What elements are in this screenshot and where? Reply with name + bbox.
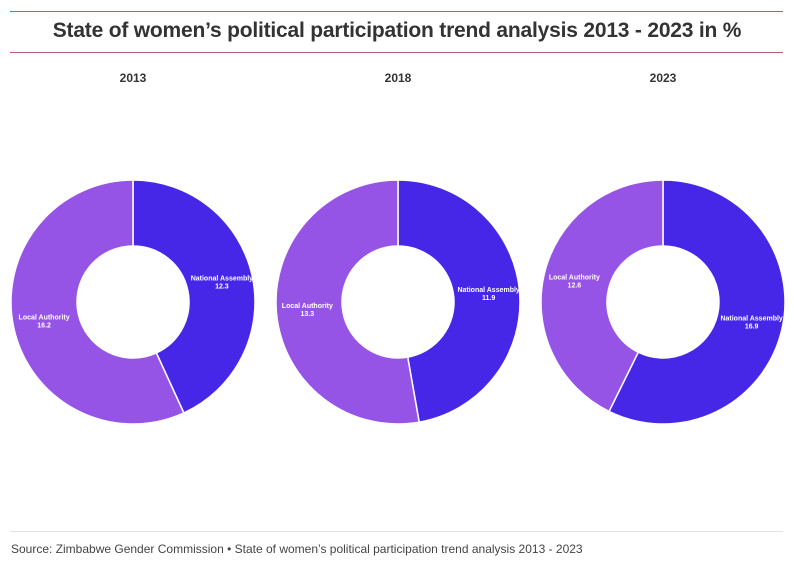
slice-local-authority-2018[interactable] [275,179,421,425]
slice-label-national-assembly-2018: National Assembly 11.9 [457,287,519,302]
slice-label-local-authority-2023: Local Authority 12.6 [549,274,600,289]
source-note: Source: Zimbabwe Gender Commission • Sta… [11,542,583,556]
slice-national-assembly-2018[interactable] [397,179,521,424]
slice-local-authority-2023[interactable] [540,179,664,413]
chart-title: State of women’s political participation… [52,19,742,42]
slice-local-authority-2013[interactable] [10,179,185,425]
slice-national-assembly-2023[interactable] [608,179,786,425]
donut-2013: 2013 National Assembly 12.3 Local Authority… [10,71,256,425]
pie-title-2018: 2018 [385,71,412,85]
donut-2023: 2023 National Assembly 16.9 Local Authority… [540,71,786,425]
top-rule [10,11,783,12]
title-rule [10,52,783,53]
pie-title-2023: 2023 [650,71,677,85]
slice-national-assembly-2013[interactable] [132,179,256,414]
donut-charts: 2013 National Assembly 12.3 Local Authority… [10,71,786,425]
chart-area: 2013 National Assembly 12.3 Local Authority… [0,60,794,520]
donut-2018: 2018 National Assembly 11.9 Local Authority… [275,71,521,425]
footer-rule [10,531,783,532]
slice-label-local-authority-2013: Local Authority 16.2 [19,314,70,329]
pie-title-2013: 2013 [120,71,147,85]
slice-label-local-authority-2018: Local Authority 13.3 [282,303,333,318]
slice-label-national-assembly-2013: National Assembly 12.3 [191,276,253,291]
slice-label-national-assembly-2023: National Assembly 16.9 [720,316,782,331]
